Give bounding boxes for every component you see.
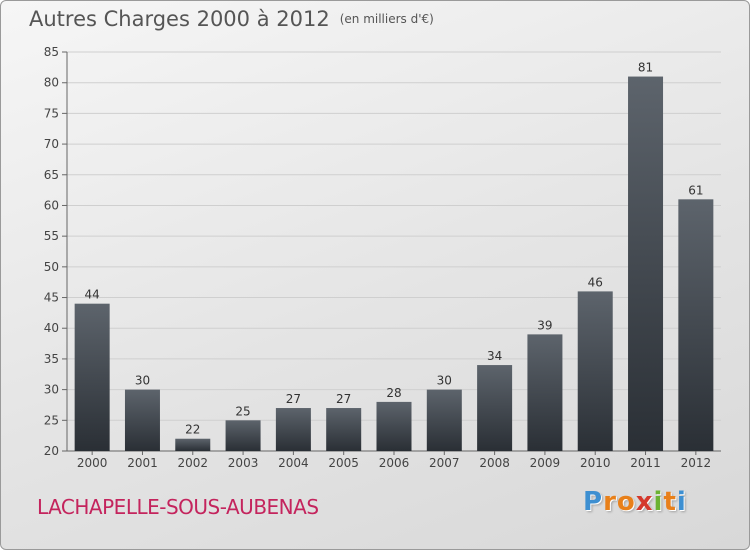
bar — [74, 303, 110, 451]
bar — [577, 291, 613, 451]
logo-letter: r — [603, 487, 617, 517]
y-tick-label: 40 — [44, 321, 59, 335]
bar-value-label: 61 — [688, 183, 703, 197]
bar — [225, 420, 261, 451]
y-tick-label: 55 — [44, 229, 59, 243]
bar-value-label: 81 — [638, 61, 653, 75]
x-tick-label: 2005 — [328, 456, 359, 470]
x-tick-label: 2002 — [177, 456, 208, 470]
logo-letter: t — [663, 487, 677, 517]
bar — [527, 334, 563, 451]
bar — [426, 389, 462, 451]
x-tick-label: 2006 — [379, 456, 410, 470]
bar-value-label: 27 — [286, 392, 301, 406]
bar — [275, 408, 311, 451]
unit-subtitle: (en milliers d'€) — [339, 12, 434, 26]
bar — [477, 365, 513, 451]
x-tick-label: 2004 — [278, 456, 309, 470]
x-tick-label: 2012 — [681, 456, 712, 470]
x-tick-label: 2001 — [127, 456, 158, 470]
logo-letter: x — [635, 487, 654, 517]
y-tick-label: 65 — [44, 168, 59, 182]
bar — [376, 401, 412, 451]
bar-value-label: 28 — [386, 386, 401, 400]
bar-value-label: 27 — [336, 392, 351, 406]
logo-letter: o — [616, 487, 636, 517]
bar-value-label: 44 — [85, 288, 100, 302]
bar-value-label: 46 — [588, 275, 603, 289]
bar — [326, 408, 362, 451]
y-tick-label: 25 — [44, 413, 59, 427]
bar-value-label: 30 — [135, 374, 150, 388]
y-tick-label: 60 — [44, 198, 59, 212]
axes: 20 25 30 35 40 45 50 55 60 65 70 75 80 85 2000 2001 2002… — [44, 45, 721, 470]
x-tick-label: 2009 — [530, 456, 561, 470]
bar-value-label: 30 — [437, 374, 452, 388]
logo-letter: i — [676, 487, 687, 517]
x-tick-label: 2011 — [630, 456, 661, 470]
x-tick-label: 2008 — [479, 456, 510, 470]
bar-value-label: 25 — [235, 404, 250, 418]
bar-value-label: 39 — [537, 318, 552, 332]
bar-value-label: 34 — [487, 349, 502, 363]
bar — [175, 438, 211, 451]
bar — [678, 199, 714, 451]
bar — [628, 76, 664, 452]
bar — [124, 389, 160, 451]
y-tick-label: 45 — [44, 291, 59, 305]
x-tick-label: 2007 — [429, 456, 460, 470]
y-tick-label: 50 — [44, 260, 59, 274]
title-text: Autres Charges 2000 à 2012 — [29, 7, 330, 31]
proxiti-logo: Proxiti — [583, 487, 687, 517]
chart-title: Autres Charges 2000 à 2012 (en milliers d… — [29, 7, 434, 31]
x-tick-label: 2000 — [77, 456, 108, 470]
y-tick-label: 85 — [44, 45, 59, 59]
commune-name: LACHAPELLE-SOUS-AUBENAS — [37, 495, 319, 519]
y-tick-label: 35 — [44, 352, 59, 366]
bars — [74, 76, 714, 452]
y-tick-label: 70 — [44, 137, 59, 151]
logo-letter: P — [583, 487, 604, 517]
y-tick-label: 20 — [44, 444, 59, 458]
logo-letter: i — [653, 487, 664, 517]
y-tick-label: 30 — [44, 383, 59, 397]
labels: 44 30 22 25 27 27 28 30 34 39 46 81 61 — [85, 61, 704, 437]
x-tick-label: 2003 — [228, 456, 259, 470]
y-tick-label: 75 — [44, 106, 59, 120]
y-tick-label: 80 — [44, 76, 59, 90]
bar-value-label: 22 — [185, 423, 200, 437]
x-tick-label: 2010 — [580, 456, 611, 470]
